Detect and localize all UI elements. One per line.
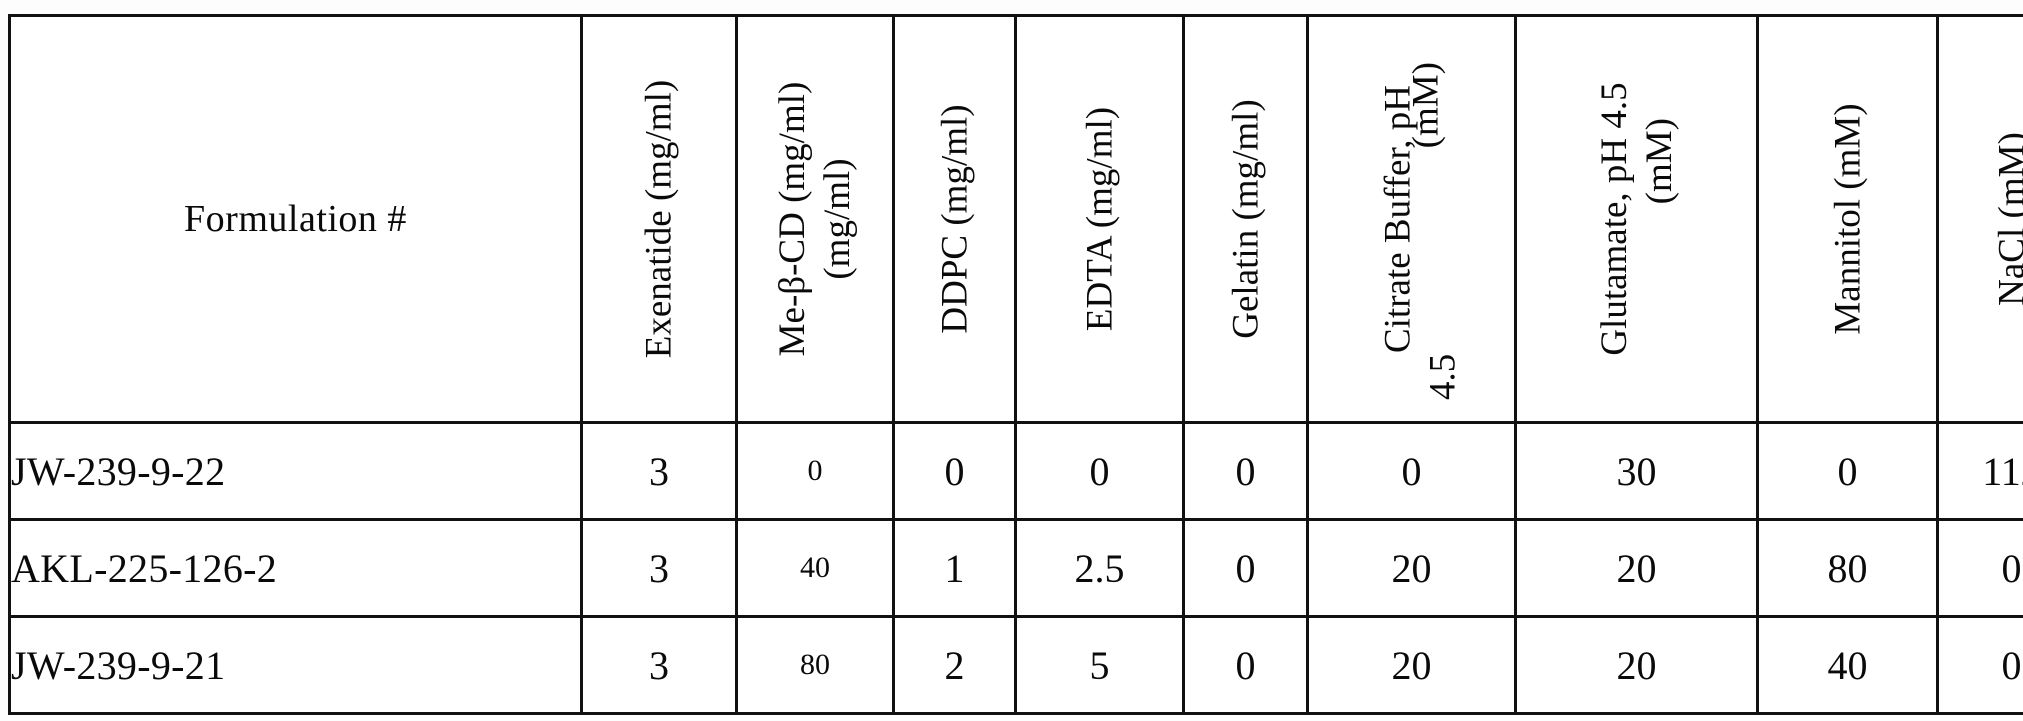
column-header-edta: EDTA (mg/ml): [1016, 16, 1184, 423]
cell-formulation: JW-239-9-22: [10, 423, 582, 520]
column-header-glutamate-label-group: Glutamate, pH 4.5 (mM): [1591, 26, 1681, 412]
column-header-formulation: Formulation #: [10, 16, 582, 423]
column-header-formulation-label: Formulation #: [184, 198, 407, 240]
cell-glutamate: 30: [1516, 423, 1758, 520]
cell-exenatide: 3: [582, 617, 737, 714]
formulation-table: Formulation # Exenatide (mg/ml) Me-β-CD …: [8, 14, 2023, 715]
cell-mebcd: 40: [737, 520, 894, 617]
cell-glutamate: 20: [1516, 617, 1758, 714]
column-header-nacl-label: NaCl (mM): [1989, 132, 2023, 306]
column-header-gelatin-label: Gelatin (mg/ml): [1223, 99, 1268, 338]
cell-mebcd: 80: [737, 617, 894, 714]
cell-nacl: 0: [1938, 617, 2023, 714]
table-body: JW-239-9-22 3 0 0 0 0 0 30 0 112 0 AKL-2…: [10, 423, 2023, 714]
column-header-ddpc: DDPC (mg/ml): [894, 16, 1016, 423]
column-header-edta-label: EDTA (mg/ml): [1077, 107, 1122, 331]
cell-citrate: 20: [1308, 520, 1516, 617]
cell-exenatide: 3: [582, 423, 737, 520]
cell-gelatin: 0: [1184, 423, 1308, 520]
column-header-exenatide: Exenatide (mg/ml): [582, 16, 737, 423]
column-header-mebcd: Me-β-CD (mg/ml) (mg/ml): [737, 16, 894, 423]
table-header: Formulation # Exenatide (mg/ml) Me-β-CD …: [10, 16, 2023, 423]
column-header-citrate-buffer-label-group: Citrate Buffer, pH 4.5 (mM): [1375, 26, 1448, 412]
cell-nacl: 112: [1938, 423, 2023, 520]
cell-mebcd: 0: [737, 423, 894, 520]
cell-citrate: 0: [1308, 423, 1516, 520]
cell-ddpc: 1: [894, 520, 1016, 617]
cell-exenatide: 3: [582, 520, 737, 617]
column-header-mannitol: Mannitol (mM): [1758, 16, 1938, 423]
column-header-citrate-buffer: Citrate Buffer, pH 4.5 (mM): [1308, 16, 1516, 423]
column-header-nacl: NaCl (mM): [1938, 16, 2023, 423]
cell-mannitol: 0: [1758, 423, 1938, 520]
cell-ddpc: 2: [894, 617, 1016, 714]
column-header-mannitol-label: Mannitol (mM): [1825, 103, 1870, 334]
cell-gelatin: 0: [1184, 520, 1308, 617]
column-header-ddpc-label: DDPC (mg/ml): [932, 104, 977, 333]
cell-edta: 5: [1016, 617, 1184, 714]
column-header-mebcd-label-group: Me-β-CD (mg/ml) (mg/ml): [770, 33, 860, 405]
cell-formulation: AKL-225-126-2: [10, 520, 582, 617]
table-row: JW-239-9-21 3 80 2 5 0 20 20 40 0 0: [10, 617, 2023, 714]
cell-ddpc: 0: [894, 423, 1016, 520]
column-header-glutamate-label-line1: Glutamate, pH 4.5: [1591, 26, 1636, 412]
column-header-exenatide-label: Exenatide (mg/ml): [636, 80, 681, 358]
column-header-glutamate-label-line2: (mM): [1637, 26, 1682, 412]
cell-gelatin: 0: [1184, 617, 1308, 714]
column-header-mebcd-label-line2: (mg/ml): [815, 33, 860, 405]
cell-formulation: JW-239-9-21: [10, 617, 582, 714]
cell-nacl: 0: [1938, 520, 2023, 617]
cell-mannitol: 40: [1758, 617, 1938, 714]
cell-citrate: 20: [1308, 617, 1516, 714]
column-header-glutamate: Glutamate, pH 4.5 (mM): [1516, 16, 1758, 423]
column-header-mebcd-label-line1: Me-β-CD (mg/ml): [770, 33, 815, 405]
header-row: Formulation # Exenatide (mg/ml) Me-β-CD …: [10, 16, 2023, 423]
cell-edta: 0: [1016, 423, 1184, 520]
cell-mannitol: 80: [1758, 520, 1938, 617]
scanned-page: Formulation # Exenatide (mg/ml) Me-β-CD …: [0, 0, 2023, 721]
cell-glutamate: 20: [1516, 520, 1758, 617]
table-row: JW-239-9-22 3 0 0 0 0 0 30 0 112 0: [10, 423, 2023, 520]
column-header-gelatin: Gelatin (mg/ml): [1184, 16, 1308, 423]
cell-edta: 2.5: [1016, 520, 1184, 617]
table-row: AKL-225-126-2 3 40 1 2.5 0 20 20 80 0 1: [10, 520, 2023, 617]
